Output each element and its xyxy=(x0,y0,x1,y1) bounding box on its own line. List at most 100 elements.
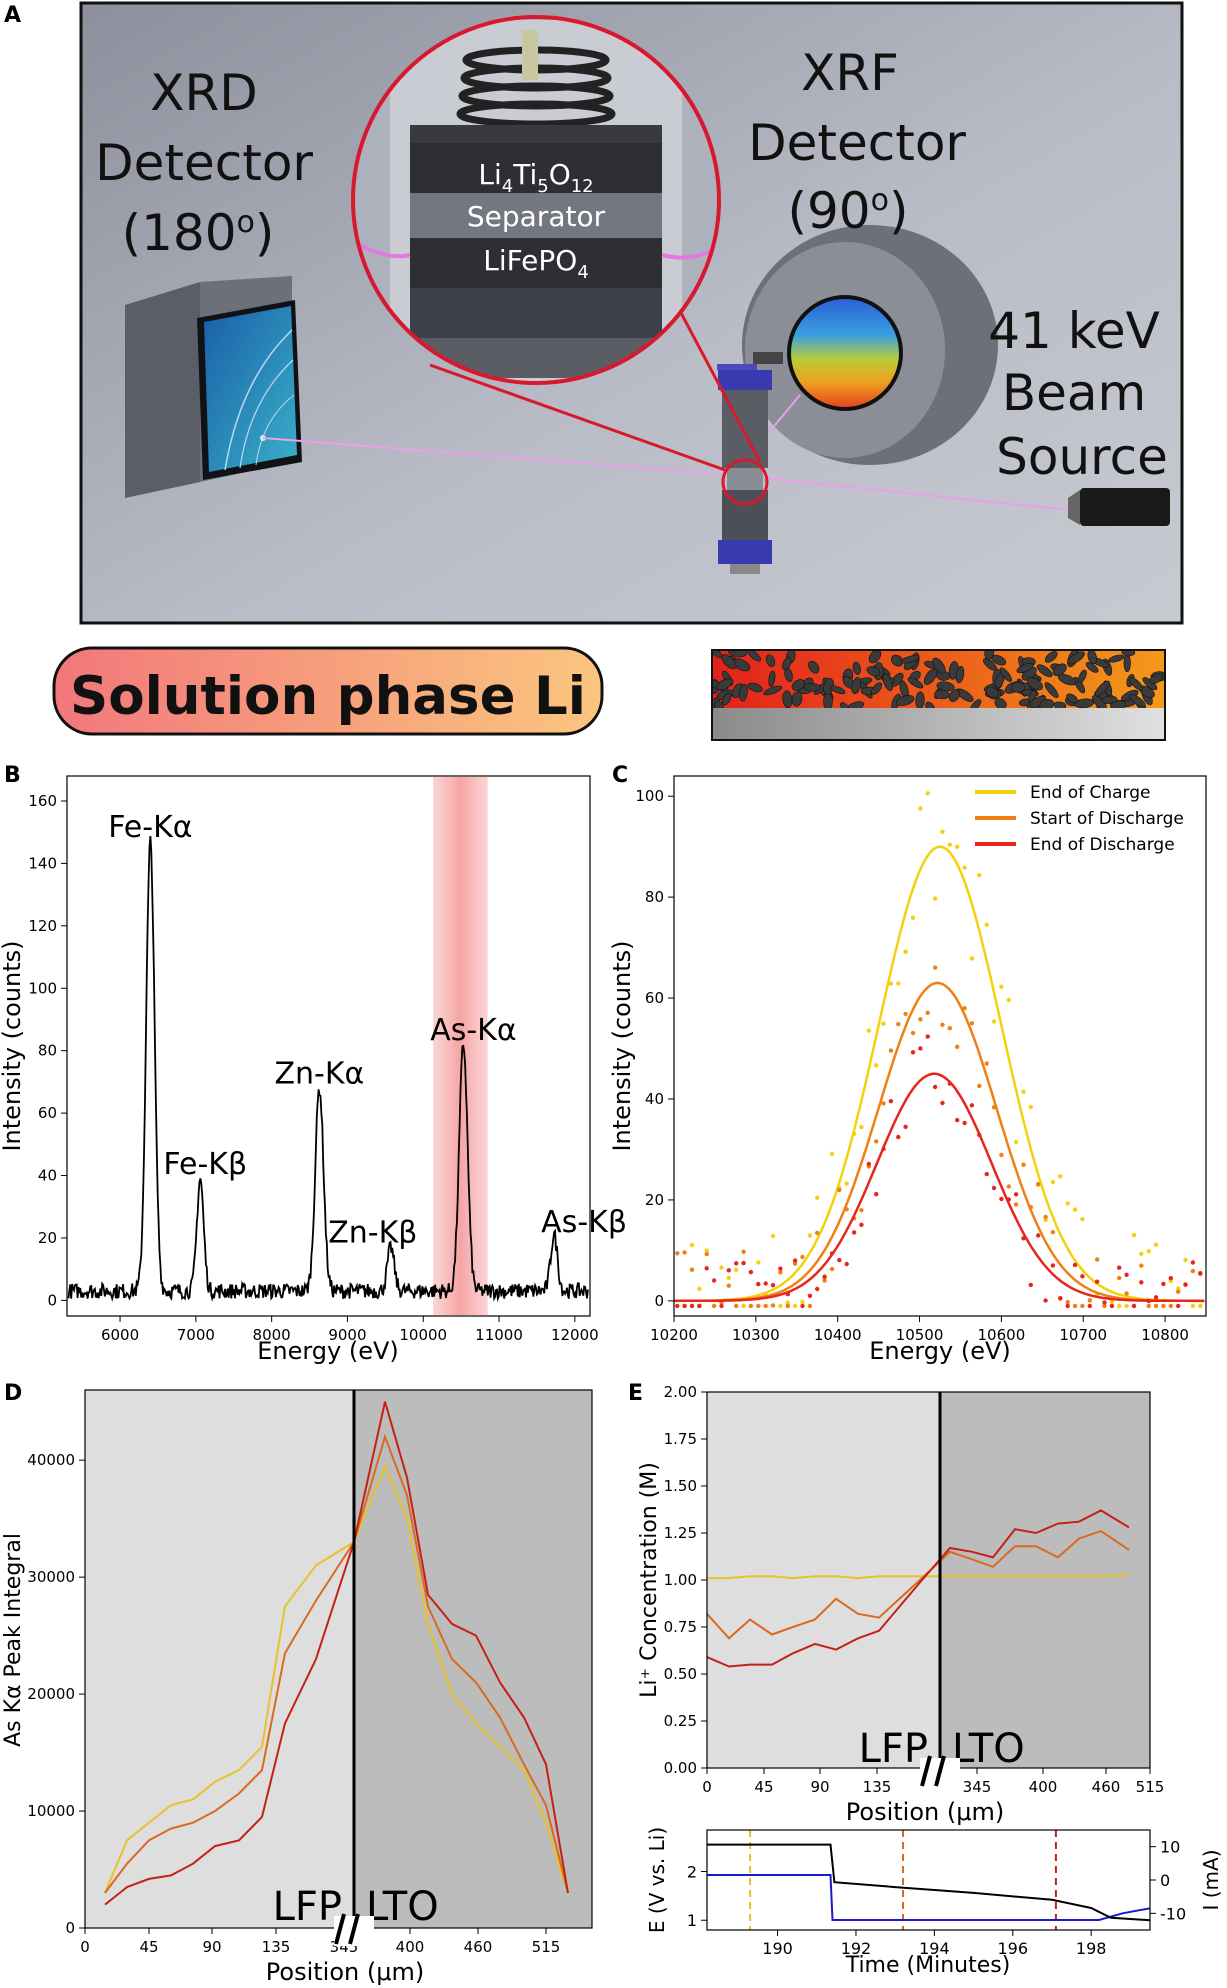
electrode-particle xyxy=(714,700,724,708)
electrode-particle xyxy=(882,673,893,691)
x-tick-label: 345 xyxy=(963,1778,992,1796)
data-point xyxy=(719,1303,724,1309)
lfp-region-shade xyxy=(707,1392,940,1768)
data-point xyxy=(999,1196,1004,1202)
y-tick-label: 30000 xyxy=(27,1568,75,1586)
y-tick-label: 40000 xyxy=(27,1451,75,1469)
axis-break-icon xyxy=(934,1755,946,1787)
data-point xyxy=(910,915,916,920)
data-point xyxy=(1102,1303,1107,1309)
electrode-particle xyxy=(851,677,862,695)
y-tick-label: 40 xyxy=(645,1090,664,1108)
electrode-particle xyxy=(791,679,806,691)
y-tick-label: 2 xyxy=(687,1862,697,1881)
lto-region-shade xyxy=(354,1390,592,1928)
lfp-label: LFP xyxy=(859,1726,928,1772)
axis-break-icon xyxy=(920,1755,932,1787)
data-point xyxy=(675,1251,680,1256)
electrode-particle xyxy=(932,657,946,674)
data-point xyxy=(1190,1260,1196,1265)
data-point xyxy=(859,1124,864,1130)
data-point xyxy=(1072,1262,1078,1268)
data-point xyxy=(1080,1217,1085,1222)
data-point xyxy=(726,1275,731,1281)
electrode-particle xyxy=(715,678,734,691)
data-point xyxy=(1109,1299,1115,1304)
data-point xyxy=(807,1303,813,1309)
x-tick-label: 10000 xyxy=(399,1326,447,1344)
x-tick-label: 90 xyxy=(810,1778,829,1796)
x-tick-label: 460 xyxy=(1092,1778,1121,1796)
axis-break-icon xyxy=(334,1913,346,1945)
electrode-particle xyxy=(791,691,803,707)
data-point xyxy=(822,1274,827,1280)
data-point xyxy=(748,1269,754,1275)
data-point xyxy=(800,1303,805,1309)
data-point xyxy=(874,1063,879,1068)
x-tick-label: 90 xyxy=(202,1938,221,1956)
y-tick-label: 80 xyxy=(38,1042,57,1060)
peak-label: Fe-Kα xyxy=(108,810,192,845)
chart-e-inset: 190 192 194 196 198 1 2 10 0 -10 Time (Minutes) E… xyxy=(645,1827,1223,1978)
chart-b: 6000 7000 8000 9000 10000 11000 12000 0 20 40 60 80… xyxy=(0,775,627,1365)
chart-b-frame xyxy=(66,775,591,1317)
electrode-particle xyxy=(1087,650,1097,665)
electrode-particle xyxy=(1011,682,1025,693)
y-tick-label: 120 xyxy=(28,917,57,935)
x-tick-label: 10300 xyxy=(732,1326,780,1344)
electrode-particle xyxy=(1073,676,1086,694)
electrode-particle xyxy=(1078,669,1087,683)
electrode-particle xyxy=(936,681,955,692)
x-tick-label: 7000 xyxy=(177,1326,215,1344)
data-point xyxy=(896,1134,901,1140)
fit-curve-1 xyxy=(674,981,1205,1303)
data-point xyxy=(1131,1303,1137,1309)
data-point xyxy=(1139,1251,1144,1257)
data-point xyxy=(1139,1280,1144,1285)
data-point xyxy=(874,1139,879,1144)
chart-c-legend: End of Charge Start of Discharge End of Di… xyxy=(975,783,1184,855)
y-tick-label: 1.00 xyxy=(664,1571,697,1589)
electrode-particle xyxy=(1057,673,1077,686)
electrode-particle xyxy=(1066,693,1078,704)
data-point xyxy=(947,1081,952,1086)
data-point xyxy=(711,1303,717,1309)
electrode-particle xyxy=(984,650,995,660)
electrode-particle xyxy=(1128,693,1146,708)
y-tick-label: 60 xyxy=(645,989,664,1007)
data-point xyxy=(888,1099,894,1104)
diffracted-beam xyxy=(262,437,736,476)
electrode-particle xyxy=(808,660,820,674)
incident-beam xyxy=(734,474,1071,511)
data-point xyxy=(1013,1139,1019,1145)
panel-label-c: C xyxy=(612,763,628,788)
electrode-particle xyxy=(955,665,965,684)
data-point xyxy=(682,1303,687,1309)
data-point xyxy=(962,1120,967,1126)
electrode-particle xyxy=(782,657,792,671)
x-tick-label: 194 xyxy=(919,1939,950,1958)
x-tick-label: 400 xyxy=(1029,1778,1058,1796)
y-tick-label: 100 xyxy=(635,787,664,805)
profile-line-0 xyxy=(104,1463,569,1894)
solution-phase-label: Solution phase Li xyxy=(70,666,586,727)
y-tick-label-right: 0 xyxy=(1160,1871,1170,1890)
zoom-connector xyxy=(429,363,726,472)
data-point xyxy=(719,1265,724,1270)
data-point xyxy=(866,1161,871,1167)
chart-e-inset-xlabel: Time (Minutes) xyxy=(845,1953,1011,1978)
chart-e-ylabel: Li⁺ Concentration (M) xyxy=(637,1462,662,1698)
data-point xyxy=(1043,1214,1048,1220)
data-point xyxy=(1183,1257,1188,1263)
data-point xyxy=(792,1261,798,1266)
data-point xyxy=(955,844,960,849)
data-point xyxy=(815,1230,820,1236)
data-point xyxy=(689,1303,695,1309)
y-tick-label: 20 xyxy=(38,1229,57,1247)
electrode-particle xyxy=(999,667,1012,682)
data-point xyxy=(1050,1230,1056,1235)
data-point xyxy=(947,1026,952,1031)
data-point xyxy=(881,1146,886,1152)
data-point xyxy=(925,1010,930,1015)
chart-c: 10200 10300 10400 10500 10600 10700 10800 0 20 40… xyxy=(608,775,1207,1365)
